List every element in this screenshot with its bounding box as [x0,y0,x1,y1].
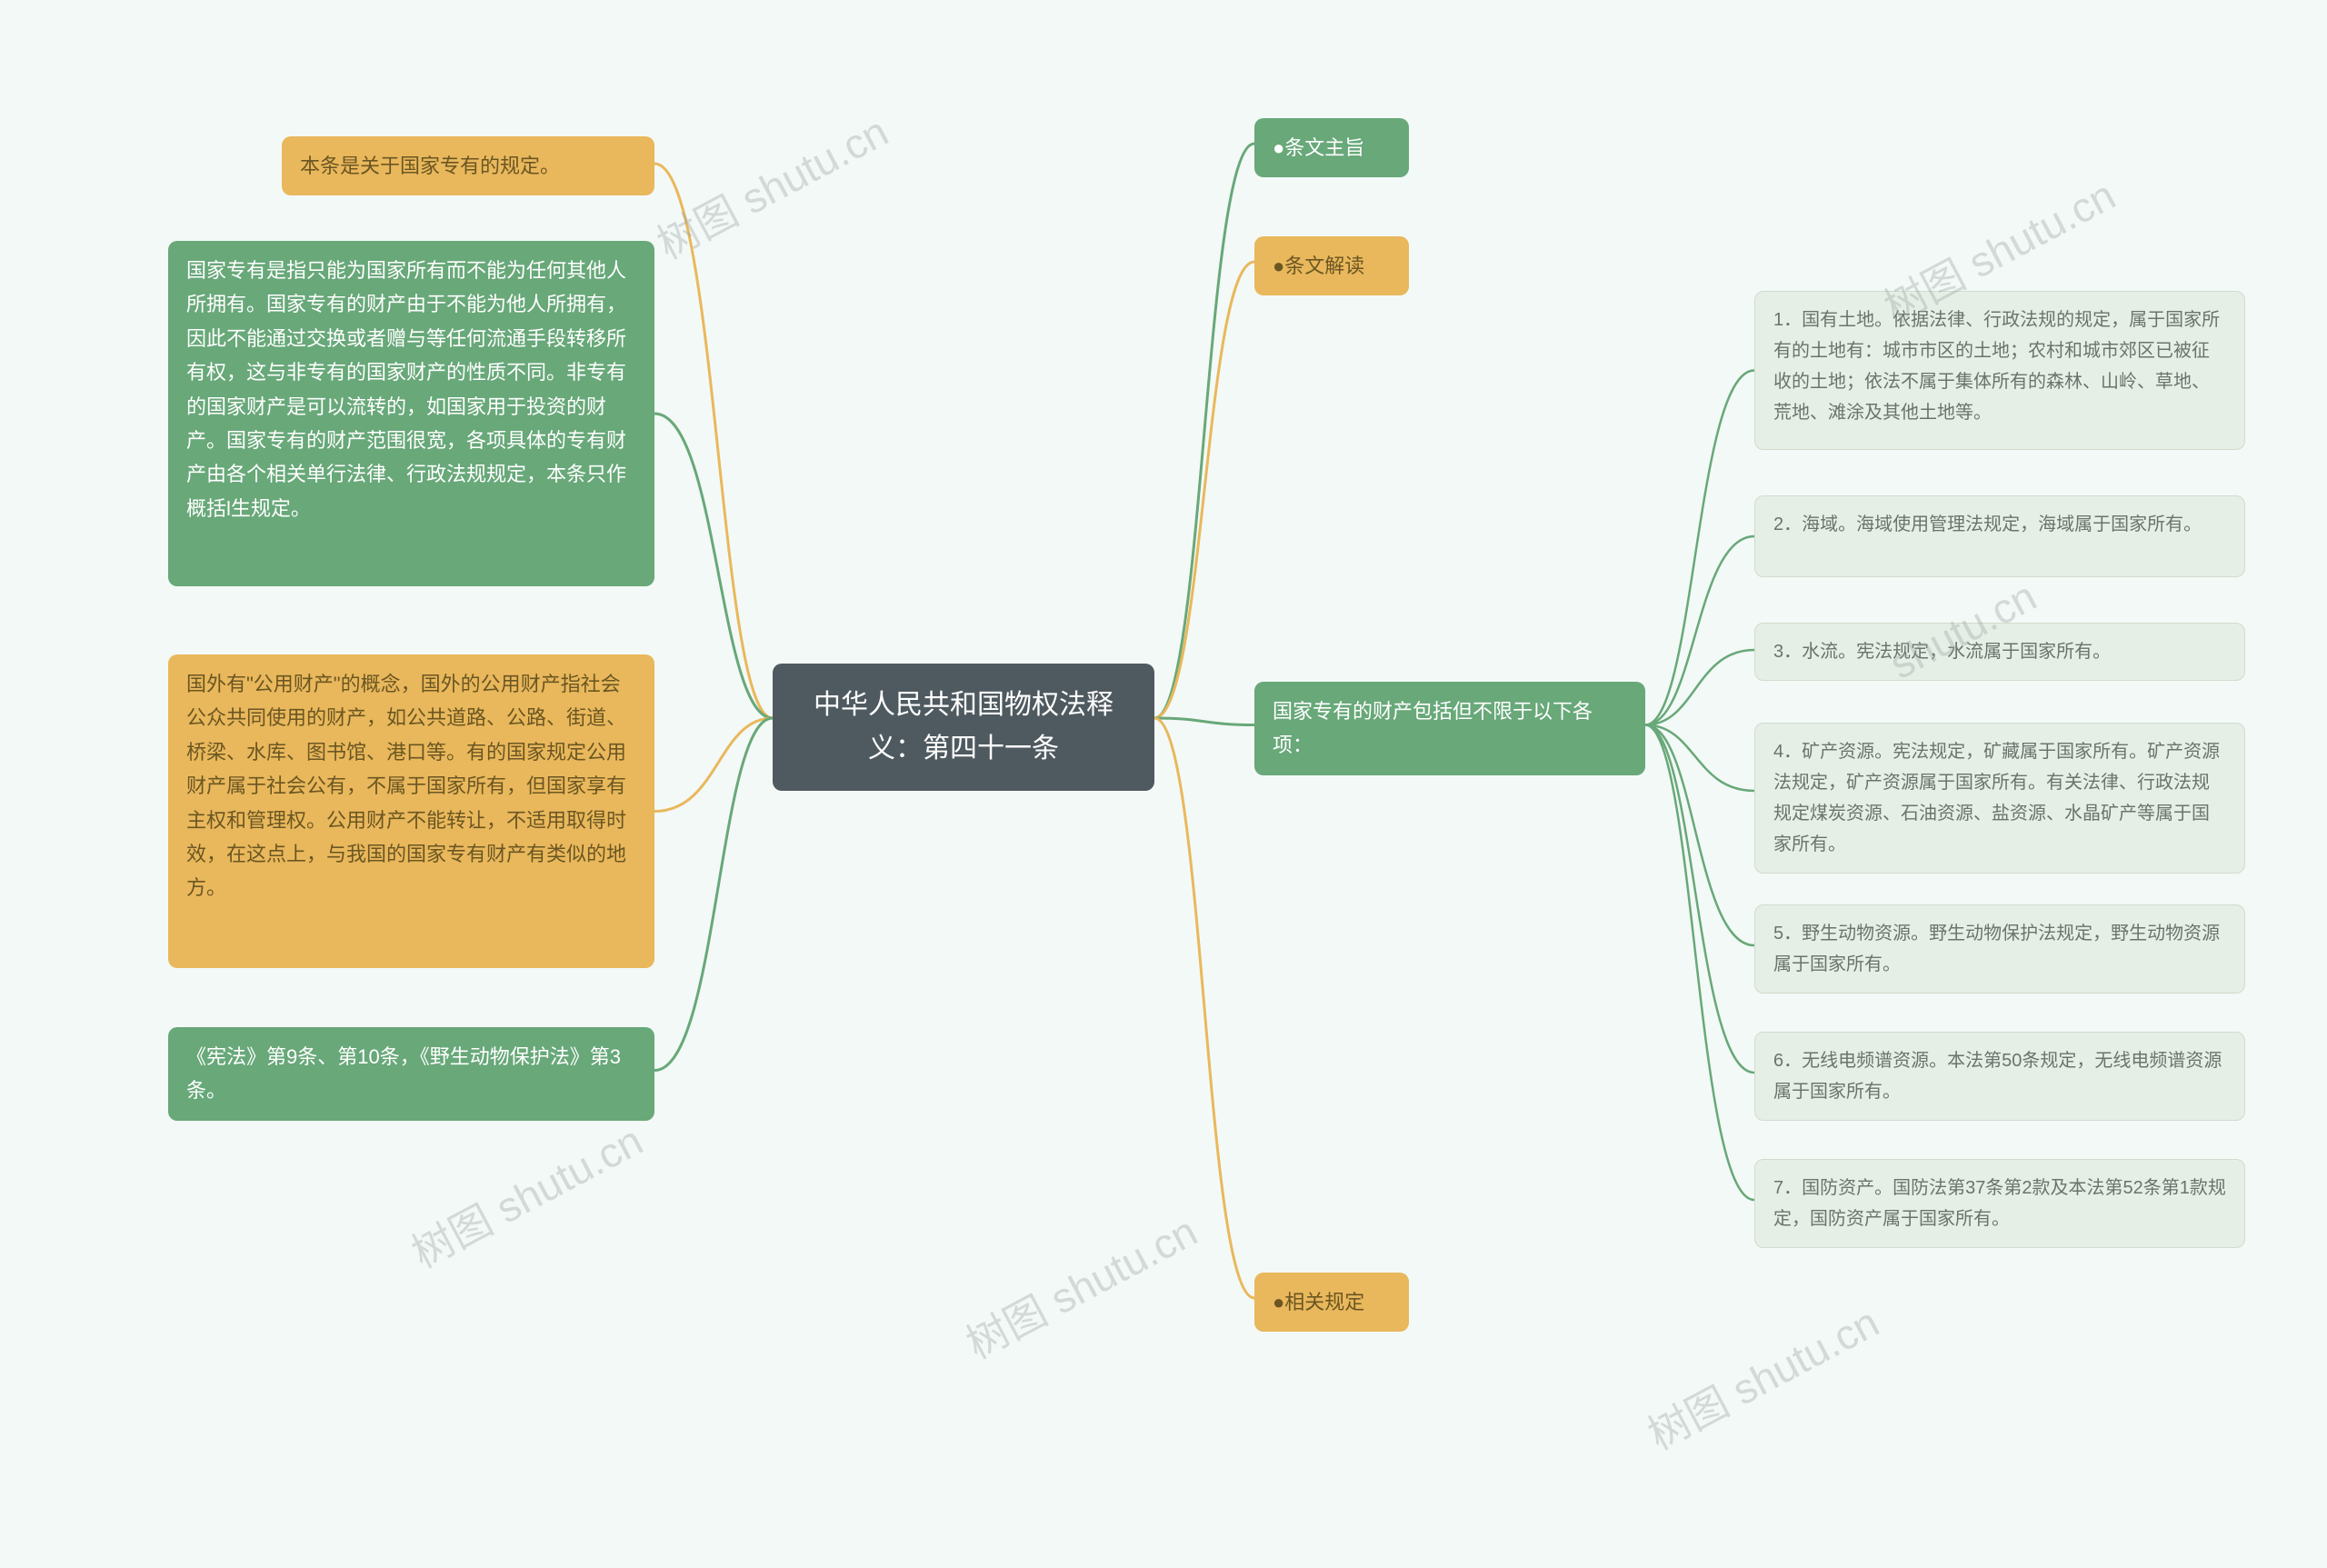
watermark-text: 树图 shutu.cn [404,1116,650,1277]
left-node-3: 国外有"公用财产"的概念，国外的公用财产指社会公众共同使用的财产，如公共道路、公… [168,654,654,968]
watermark-text: 树图 shutu.cn [959,1207,1204,1368]
right-main-text: ●条文解读 [1273,255,1364,277]
right-child-node-5: 5．野生动物资源。野生动物保护法规定，野生动物资源属于国家所有。 [1754,904,2245,994]
right-main-node-4: ●相关规定 [1254,1273,1409,1332]
right-main-node-3: 国家专有的财产包括但不限于以下各项： [1254,682,1645,775]
left-node-text: 国家专有是指只能为国家所有而不能为任何其他人所拥有。国家专有的财产由于不能为他人… [186,259,626,520]
left-node-4: 《宪法》第9条、第10条，《野生动物保护法》第3条。 [168,1027,654,1121]
right-child-text: 7．国防资产。国防法第37条第2款及本法第52条第1款规定，国防资产属于国家所有… [1773,1178,2226,1229]
right-main-node-2: ●条文解读 [1254,236,1409,295]
watermark: 树图 shutu.cn [645,99,897,271]
left-node-text: 国外有"公用财产"的概念，国外的公用财产指社会公众共同使用的财产，如公共道路、公… [186,673,626,899]
right-child-node-7: 7．国防资产。国防法第37条第2款及本法第52条第1款规定，国防资产属于国家所有… [1754,1159,2245,1248]
right-child-node-1: 1．国有土地。依据法律、行政法规的规定，属于国家所有的土地有：城市市区的土地；农… [1754,291,2245,450]
watermark-text: 树图 shutu.cn [650,107,895,268]
right-child-text: 4．矿产资源。宪法规定，矿藏属于国家所有。矿产资源法规定，矿产资源属于国家所有。… [1773,742,2220,854]
watermark: 树图 shutu.cn [1636,1290,1888,1462]
right-child-node-6: 6．无线电频谱资源。本法第50条规定，无线电频谱资源属于国家所有。 [1754,1032,2245,1121]
right-child-text: 3．水流。宪法规定，水流属于国家所有。 [1773,642,2111,662]
right-main-text: 国家专有的财产包括但不限于以下各项： [1273,700,1593,756]
right-child-node-4: 4．矿产资源。宪法规定，矿藏属于国家所有。矿产资源法规定，矿产资源属于国家所有。… [1754,723,2245,874]
right-main-text: ●相关规定 [1273,1291,1364,1313]
left-node-text: 《宪法》第9条、第10条，《野生动物保护法》第3条。 [186,1045,621,1102]
right-child-text: 2．海域。海域使用管理法规定，海域属于国家所有。 [1773,514,2202,534]
right-child-text: 6．无线电频谱资源。本法第50条规定，无线电频谱资源属于国家所有。 [1773,1051,2222,1102]
right-child-text: 1．国有土地。依据法律、行政法规的规定，属于国家所有的土地有：城市市区的土地；农… [1773,310,2220,423]
right-child-node-3: 3．水流。宪法规定，水流属于国家所有。 [1754,623,2245,681]
watermark: 树图 shutu.cn [400,1108,652,1280]
watermark-text: 树图 shutu.cn [1641,1298,1886,1459]
right-main-text: ●条文主旨 [1273,136,1364,159]
center-title: 中华人民共和国物权法释义：第四十一条 [814,690,1114,764]
right-main-node-1: ●条文主旨 [1254,118,1409,177]
center-node: 中华人民共和国物权法释义：第四十一条 [773,664,1154,791]
left-node-text: 本条是关于国家专有的规定。 [300,155,560,177]
left-node-1: 本条是关于国家专有的规定。 [282,136,654,195]
right-child-text: 5．野生动物资源。野生动物保护法规定，野生动物资源属于国家所有。 [1773,924,2220,974]
mindmap-canvas: 中华人民共和国物权法释义：第四十一条 本条是关于国家专有的规定。国家专有是指只能为… [0,0,2327,1568]
watermark: 树图 shutu.cn [954,1199,1206,1371]
right-child-node-2: 2．海域。海域使用管理法规定，海域属于国家所有。 [1754,495,2245,577]
left-node-2: 国家专有是指只能为国家所有而不能为任何其他人所拥有。国家专有的财产由于不能为他人… [168,241,654,586]
